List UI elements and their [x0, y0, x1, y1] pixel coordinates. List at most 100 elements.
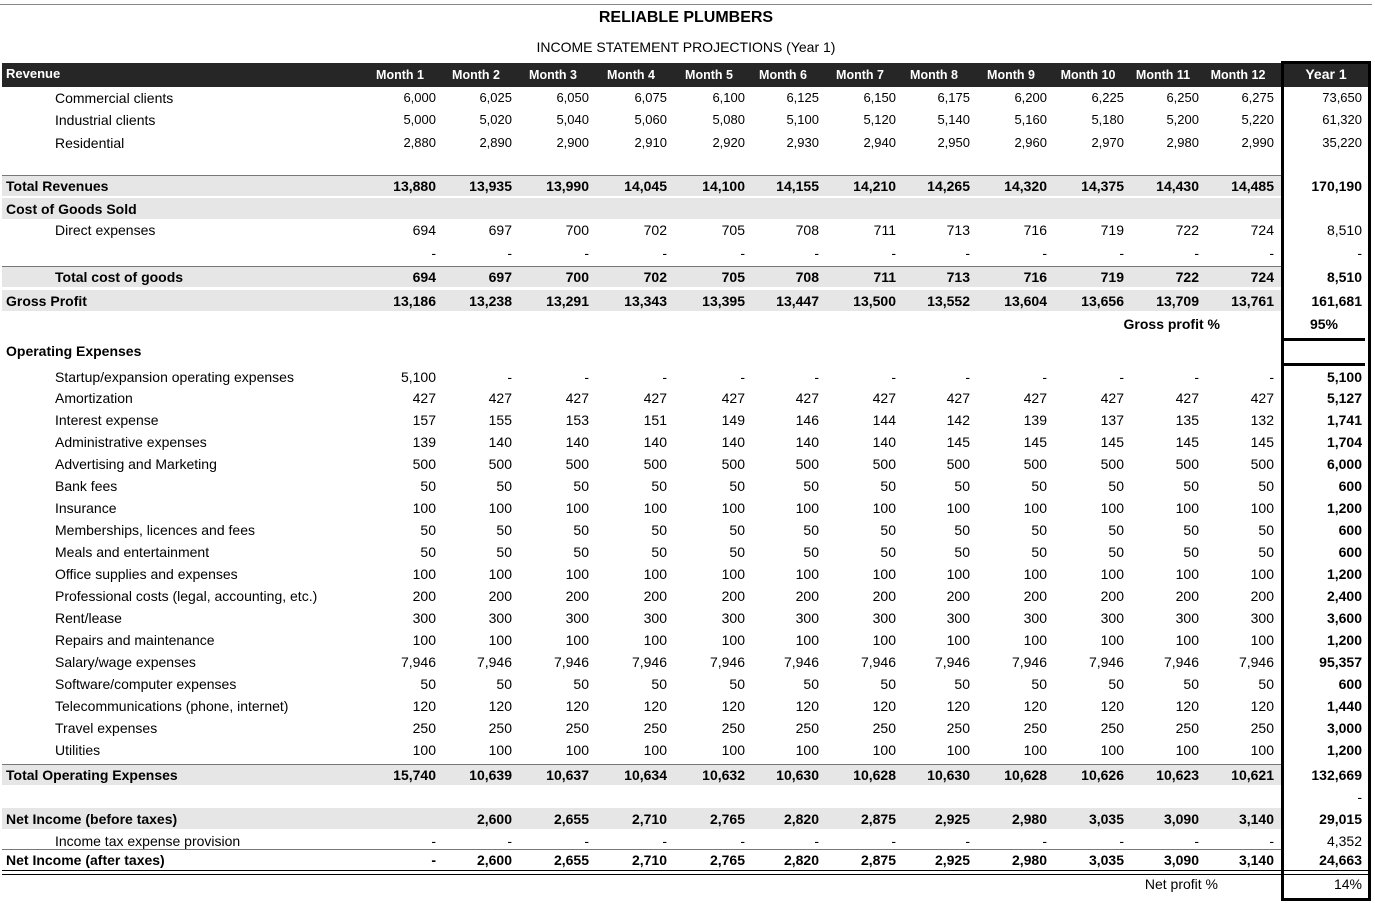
cell-value: 300	[1023, 610, 1047, 626]
cell-value: 50	[420, 478, 436, 494]
header-band	[2, 63, 1368, 87]
cell-value: 6,200	[1014, 90, 1047, 105]
cell-value: 2,940	[863, 135, 896, 150]
cell-value: 100	[721, 566, 745, 582]
cell-value: 145	[1023, 434, 1047, 450]
row-label: Net Income (before taxes)	[6, 811, 178, 827]
cell-value: 2,910	[634, 135, 667, 150]
cell-value: 50	[1183, 544, 1199, 560]
cell-value: 100	[565, 500, 589, 516]
top-rule	[0, 4, 1372, 5]
year-total: 600	[1338, 522, 1362, 538]
cell-value: 50	[1258, 478, 1274, 494]
cell-value: -	[965, 833, 970, 849]
cell-value: 100	[565, 742, 589, 758]
cell-value: 427	[488, 390, 512, 406]
cell-value: 100	[1175, 500, 1199, 516]
cell-value: 7,946	[476, 654, 512, 670]
row-rule	[2, 266, 1281, 267]
cell-value: 120	[872, 698, 896, 714]
cell-value: -	[1042, 245, 1047, 261]
cell-value: 50	[573, 676, 589, 692]
cell-value: 155	[488, 412, 512, 428]
cell-value: 200	[643, 588, 667, 604]
cell-value: 50	[496, 478, 512, 494]
cell-value: -	[507, 245, 512, 261]
column-header: Month 4	[607, 68, 655, 82]
row-label: Total Operating Expenses	[6, 767, 178, 783]
column-header: Month 10	[1060, 68, 1116, 82]
cell-value: 5,060	[634, 112, 667, 127]
cell-value: 120	[721, 698, 745, 714]
cell-value: 10,632	[702, 767, 745, 783]
cell-value: 500	[946, 456, 970, 472]
cell-value: 6,175	[937, 90, 970, 105]
year-total: 61,320	[1322, 112, 1362, 127]
row-band	[2, 198, 1281, 219]
cell-value: 100	[872, 566, 896, 582]
row-band	[2, 290, 1281, 311]
year-empty-box	[1281, 338, 1365, 366]
cell-value: -	[1119, 833, 1124, 849]
cell-value: 7,946	[783, 654, 819, 670]
cell-value: 100	[721, 632, 745, 648]
cell-value: 13,880	[393, 178, 436, 194]
row-label: Gross profit %	[1123, 316, 1220, 332]
cell-value: 2,600	[476, 811, 512, 827]
cell-value: 2,920	[712, 135, 745, 150]
year-total: 132,669	[1311, 767, 1362, 783]
cell-value: 120	[488, 698, 512, 714]
cell-value: 427	[946, 390, 970, 406]
cell-value: 724	[1250, 269, 1274, 285]
cell-value: 50	[496, 522, 512, 538]
cell-value: 2,710	[631, 852, 667, 868]
cell-value: 5,020	[479, 112, 512, 127]
cell-value: 13,709	[1156, 293, 1199, 309]
cell-value: 3,035	[1088, 852, 1124, 868]
cell-value: 140	[488, 434, 512, 450]
year-total: 161,681	[1311, 293, 1362, 309]
cell-value: 200	[565, 588, 589, 604]
row-label: Amortization	[55, 390, 133, 406]
cell-value: 50	[420, 544, 436, 560]
cell-value: 719	[1100, 269, 1124, 285]
row-label: Gross Profit	[6, 293, 87, 309]
cell-value: 100	[1100, 566, 1124, 582]
cell-value: 2,765	[709, 811, 745, 827]
cell-value: 14,155	[776, 178, 819, 194]
cell-value: 3,140	[1238, 811, 1274, 827]
cell-value: 250	[946, 720, 970, 736]
cell-value: 50	[651, 544, 667, 560]
cell-value: -	[431, 245, 436, 261]
column-header: Month 6	[759, 68, 807, 82]
year-total: 600	[1338, 544, 1362, 560]
cell-value: 2,925	[934, 811, 970, 827]
cell-value: 13,552	[927, 293, 970, 309]
year-total: 5,100	[1326, 369, 1362, 385]
cell-value: -	[1042, 833, 1047, 849]
cell-value: 100	[946, 742, 970, 758]
column-header: Year 1	[1305, 66, 1347, 82]
cell-value: 5,160	[1014, 112, 1047, 127]
row-label: Residential	[55, 135, 125, 151]
cell-value: -	[1194, 833, 1199, 849]
cell-value: -	[1269, 833, 1274, 849]
cell-value: 50	[880, 676, 896, 692]
cell-value: 200	[1250, 588, 1274, 604]
cell-value: 500	[488, 456, 512, 472]
cell-value: 100	[643, 500, 667, 516]
cell-value: 705	[721, 222, 745, 238]
cell-value: 700	[565, 222, 589, 238]
cell-value: 7,946	[1088, 654, 1124, 670]
row-label: Advertising and Marketing	[55, 456, 217, 472]
cell-value: 2,880	[403, 135, 436, 150]
cell-value: 50	[651, 676, 667, 692]
cell-value: 50	[496, 544, 512, 560]
cell-value: 14,430	[1156, 178, 1199, 194]
cell-value: 500	[721, 456, 745, 472]
cell-value: 50	[803, 478, 819, 494]
column-header: Month 9	[987, 68, 1035, 82]
year-total: 29,015	[1319, 811, 1362, 827]
cell-value: 250	[412, 720, 436, 736]
